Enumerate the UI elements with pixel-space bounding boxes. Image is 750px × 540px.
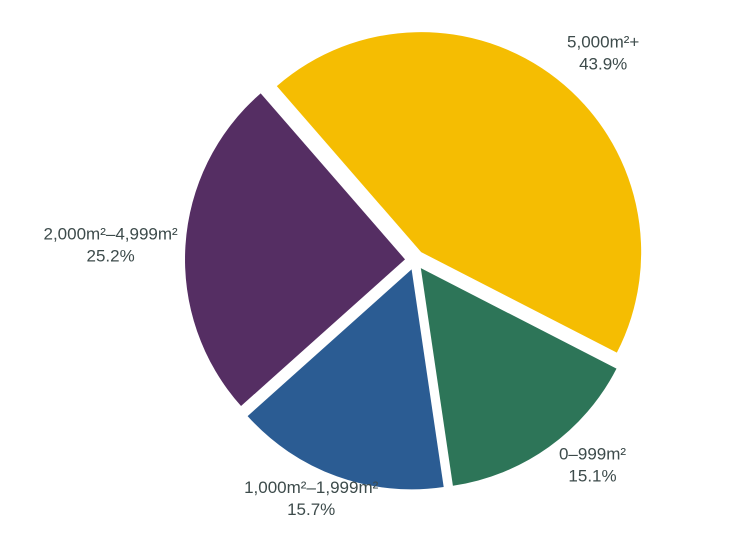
slice-category-label: 2,000m²–4,999m²	[44, 224, 179, 243]
slice-percent-label: 43.9%	[579, 54, 627, 73]
slice-label-1: 0–999m² 15.1%	[559, 444, 626, 485]
pie-slice-2	[247, 269, 444, 490]
pie-slice-0	[276, 32, 642, 353]
slice-percent-label: 15.7%	[287, 500, 335, 519]
slice-category-label: 5,000m²+	[567, 32, 639, 51]
pie-slice-1	[420, 268, 617, 486]
slice-category-label: 1,000m²–1,999m²	[244, 478, 379, 497]
pie-slice-3	[185, 93, 406, 407]
slice-label-0: 5,000m²+ 43.9%	[567, 32, 639, 73]
slice-percent-label: 25.2%	[86, 246, 134, 265]
slice-label-3: 2,000m²–4,999m² 25.2%	[44, 224, 179, 265]
slice-label-2: 1,000m²–1,999m² 15.7%	[244, 478, 379, 519]
slice-category-label: 0–999m²	[559, 444, 626, 463]
slice-percent-label: 15.1%	[568, 466, 616, 485]
